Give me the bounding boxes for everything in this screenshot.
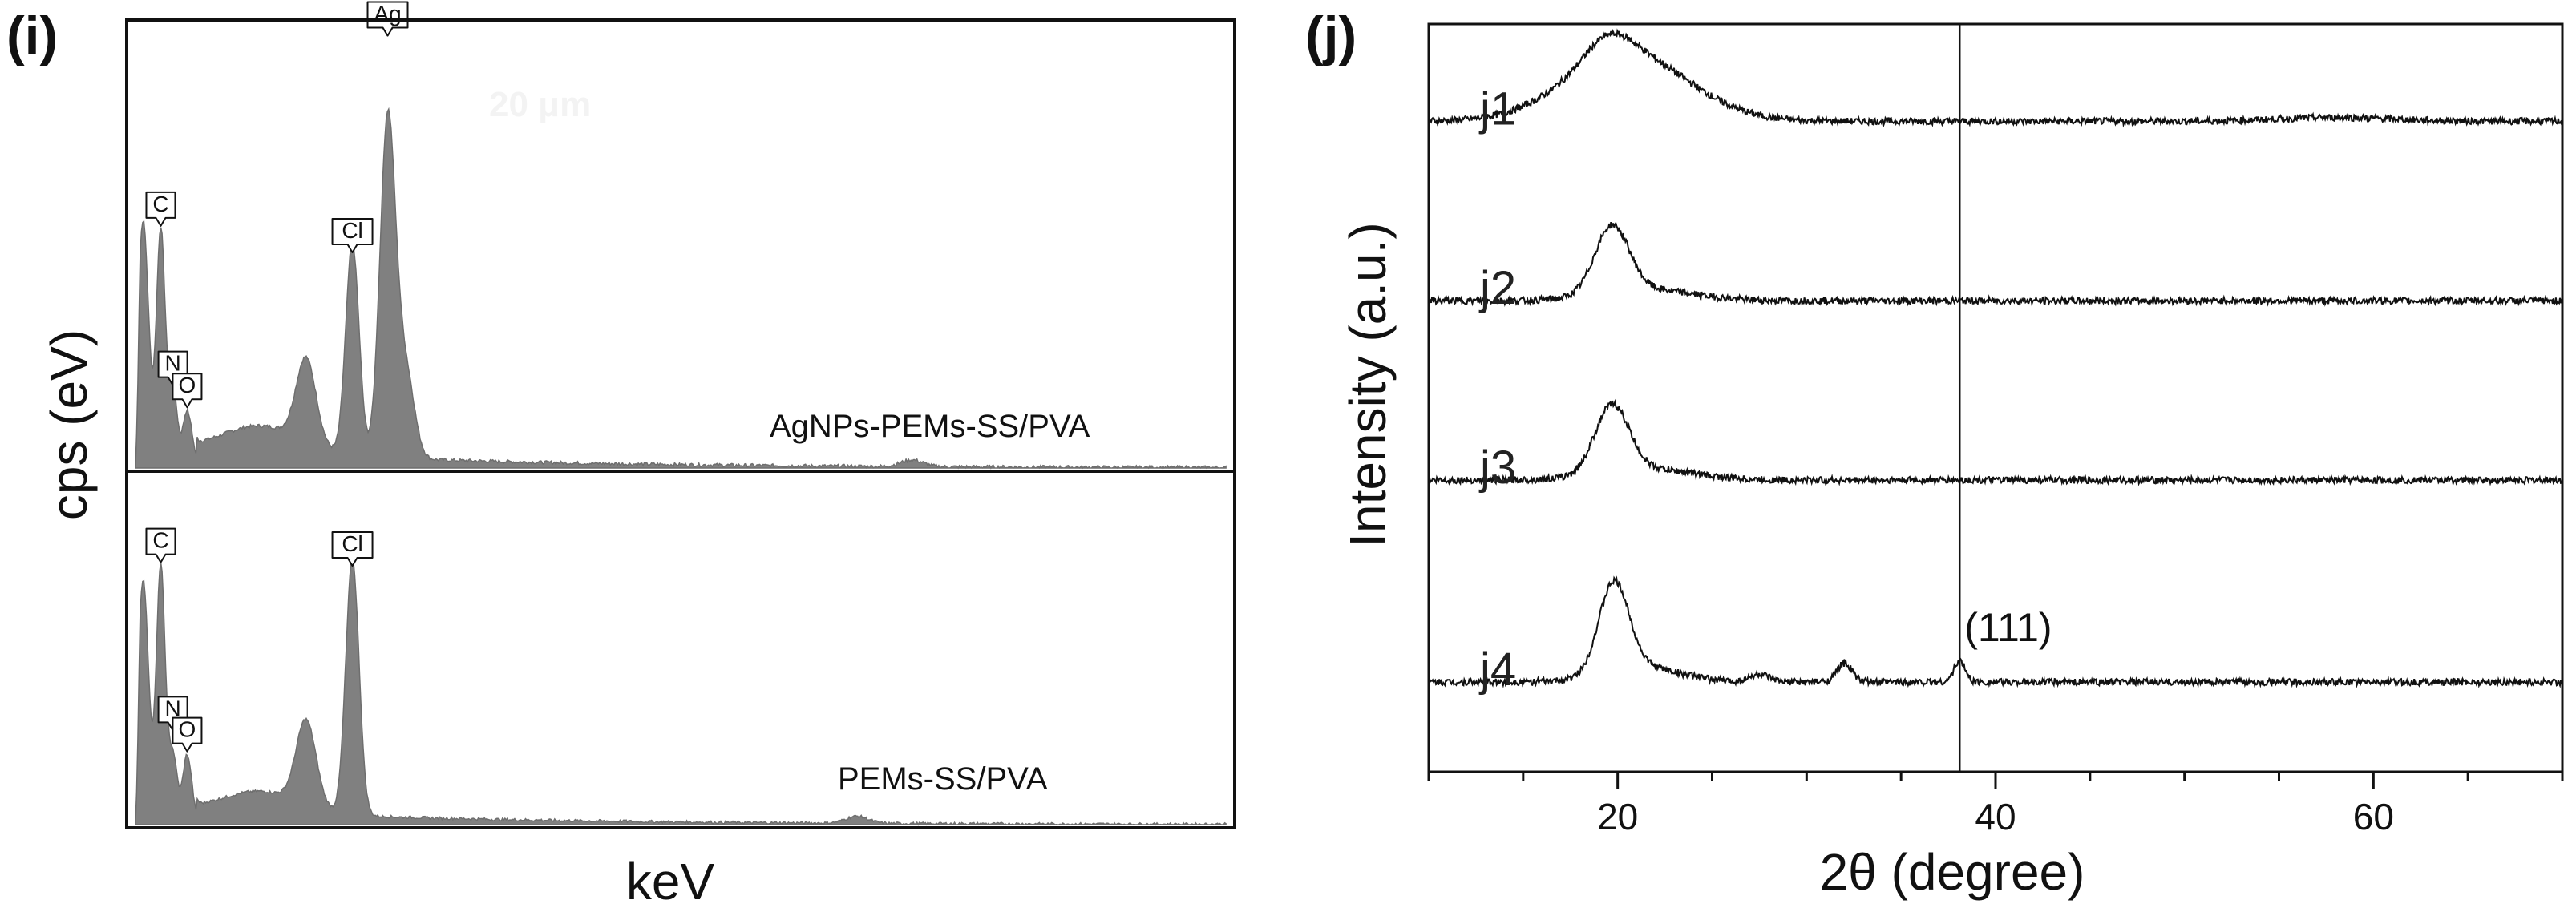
callout-label: C — [152, 528, 168, 553]
xrd-trace-label-j1: j1 — [1478, 83, 1516, 135]
xrd-tick-label: 60 — [2353, 796, 2394, 837]
panel-j: (j) j1 j2 j3 j4 20 40 60 (111) Intensity (a.u… — [1305, 6, 2564, 901]
callout-c-0: C — [145, 191, 176, 227]
callout-cl-1: Cl — [331, 531, 374, 567]
callout-o-1: O — [172, 717, 203, 753]
callout-c-1: C — [145, 528, 176, 563]
scale-watermark: 20 μm — [489, 85, 591, 124]
xrd-x-axis-ticks: 20 40 60 — [1427, 772, 2564, 837]
callout-label: O — [179, 373, 196, 397]
callout-label: C — [152, 192, 168, 216]
xrd-trace-label-j2: j2 — [1478, 262, 1516, 314]
callout-label: O — [179, 717, 196, 742]
xrd-tick-label: 40 — [1975, 796, 2016, 837]
eds-ylabel: cps (eV) — [40, 329, 98, 520]
callout-cl-0: Cl — [331, 218, 374, 254]
eds-top-sample-label: AgNPs-PEMs-SS/PVA — [770, 409, 1090, 444]
xrd-trace-j2 — [1428, 221, 2563, 308]
eds-area-1 — [135, 558, 1227, 826]
eds-bottom-sample-label: PEMs-SS/PVA — [838, 761, 1048, 797]
callout-label: N — [164, 696, 180, 720]
xrd-ylabel: Intensity (a.u.) — [1339, 222, 1397, 547]
xrd-reference-label: (111) — [1964, 605, 2052, 650]
xrd-trace-j3 — [1428, 398, 2563, 487]
xrd-trace-j4 — [1428, 575, 2563, 688]
xrd-frame — [1427, 22, 2564, 773]
panel-j-letter: (j) — [1305, 6, 1357, 67]
eds-area-0 — [135, 107, 1227, 470]
eds-xlabel: keV — [626, 853, 715, 910]
eds-top-spectrum — [135, 107, 1227, 470]
callout-label: N — [164, 351, 180, 376]
xrd-trace-j1 — [1428, 28, 2563, 128]
xrd-trace-label-j4: j4 — [1478, 644, 1516, 696]
panel-i-letter: (i) — [6, 6, 58, 67]
callout-label: Cl — [342, 531, 362, 556]
xrd-tick-label: 20 — [1597, 796, 1638, 837]
xrd-trace-label-j3: j3 — [1478, 442, 1516, 494]
callout-label: Ag — [374, 2, 401, 26]
callout-n-0: N — [157, 350, 188, 386]
callout-o-0: O — [172, 373, 203, 409]
eds-bottom-spectrum — [135, 558, 1227, 826]
callout-label: Cl — [342, 218, 362, 243]
xrd-xlabel: 2θ (degree) — [1820, 843, 2085, 901]
xrd-traces: j1 j2 j3 j4 — [1428, 28, 2563, 696]
eds-frame — [125, 18, 1236, 829]
